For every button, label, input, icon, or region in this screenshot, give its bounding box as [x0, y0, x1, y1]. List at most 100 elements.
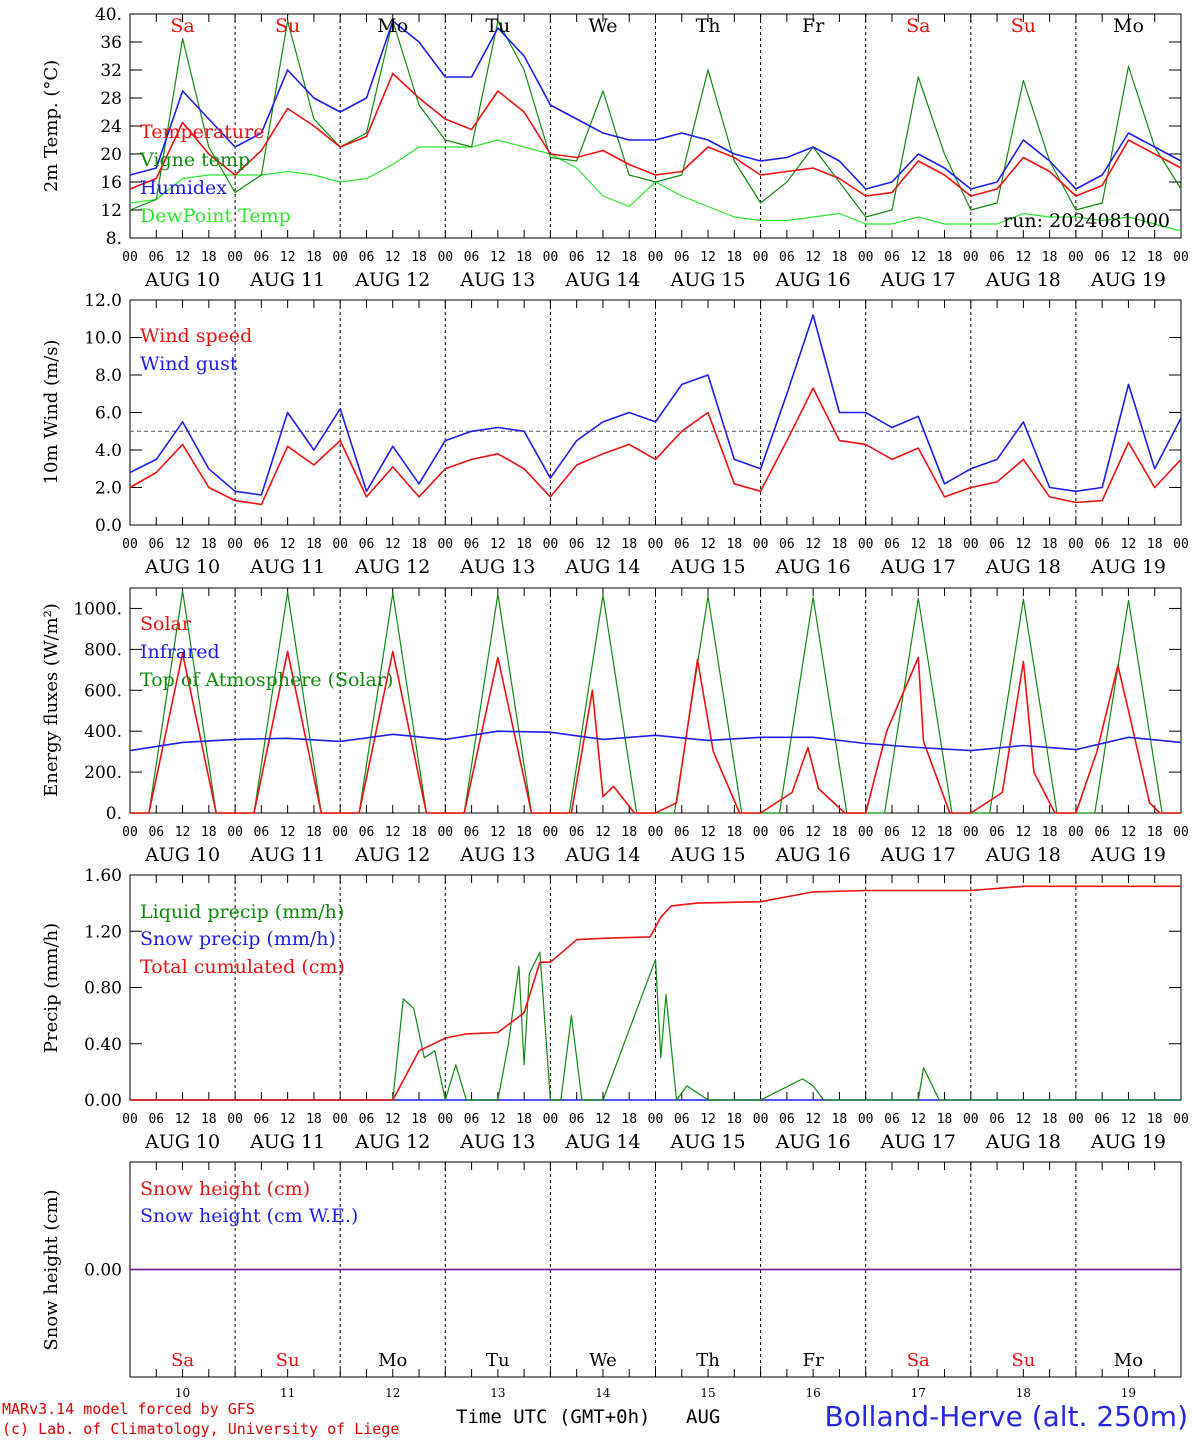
y-tick-label: 400.	[84, 722, 122, 742]
hour-tick-label: 06	[569, 250, 585, 265]
date-label: AUG 17	[880, 269, 956, 291]
date-label: AUG 12	[354, 844, 430, 866]
day-name-label: Su	[1011, 15, 1036, 37]
date-label: AUG 13	[459, 556, 535, 578]
hour-tick-label: 06	[1094, 537, 1110, 552]
hour-tick-label: 00	[963, 250, 979, 265]
hour-tick-label: 18	[1042, 825, 1058, 840]
hour-tick-label: 00	[227, 537, 243, 552]
date-label: AUG 15	[669, 1131, 745, 1153]
date-label: AUG 13	[459, 269, 535, 291]
date-label: AUG 11	[249, 844, 325, 866]
y-axis-label: Snow height (cm)	[41, 1189, 62, 1350]
hour-tick-label: 06	[1094, 250, 1110, 265]
hour-tick-label: 18	[621, 250, 637, 265]
legend-entry: Snow height (cm)	[140, 1178, 310, 1200]
hour-tick-label: 12	[385, 1112, 401, 1127]
hour-tick-label: 06	[989, 825, 1005, 840]
y-tick-label: 40.	[95, 5, 122, 25]
y-tick-label: 1000.	[73, 599, 122, 619]
day-name-label: Tu	[485, 15, 510, 37]
hour-tick-label: 18	[937, 1112, 953, 1127]
legend-entry: Wind gust	[140, 353, 238, 375]
hour-tick-label: 06	[569, 1112, 585, 1127]
hour-tick-label: 12	[1016, 537, 1032, 552]
date-label: AUG 17	[880, 844, 956, 866]
y-tick-label: 24	[100, 117, 122, 137]
date-label: AUG 11	[249, 1131, 325, 1153]
hour-tick-label: 12	[175, 250, 191, 265]
hour-tick-label: 00	[648, 250, 664, 265]
day-number-label: 10	[175, 1386, 190, 1400]
series-line-wind-gust	[129, 314, 1182, 496]
y-tick-label: 0.00	[84, 1091, 122, 1111]
hour-tick-label: 00	[227, 1112, 243, 1127]
series-line-temperature	[129, 72, 1182, 197]
hour-tick-label: 00	[963, 1112, 979, 1127]
legend-entry: Temperature	[140, 121, 264, 143]
hour-tick-label: 18	[726, 250, 742, 265]
y-tick-label: 20	[100, 145, 122, 165]
date-label: AUG 12	[354, 269, 430, 291]
hour-tick-label: 00	[858, 825, 874, 840]
date-label: AUG 10	[144, 556, 220, 578]
hour-tick-label: 18	[201, 537, 217, 552]
day-name-label: Fr	[802, 15, 825, 37]
hour-tick-label: 18	[832, 825, 848, 840]
hour-tick-label: 18	[306, 537, 322, 552]
day-number-label: 17	[911, 1386, 926, 1400]
date-label: AUG 18	[985, 269, 1061, 291]
hour-tick-label: 06	[148, 250, 164, 265]
hour-tick-label: 06	[359, 250, 375, 265]
hour-tick-label: 18	[1042, 537, 1058, 552]
hour-tick-label: 12	[1121, 537, 1137, 552]
day-name-label: We	[588, 15, 617, 37]
y-tick-label: 200.	[84, 763, 122, 783]
hour-tick-label: 06	[779, 825, 795, 840]
date-label: AUG 19	[1090, 844, 1166, 866]
date-label: AUG 10	[144, 1131, 220, 1153]
day-number-label: 19	[1121, 1386, 1136, 1400]
date-label: AUG 14	[564, 556, 640, 578]
hour-tick-label: 00	[1068, 250, 1084, 265]
hour-tick-label: 18	[516, 825, 532, 840]
y-tick-label: 0.40	[84, 1035, 122, 1055]
hour-tick-label: 00	[648, 1112, 664, 1127]
y-axis-label: 2m Temp. (°C)	[41, 60, 62, 192]
hour-tick-label: 00	[858, 250, 874, 265]
hour-tick-label: 18	[937, 825, 953, 840]
hour-tick-label: 06	[254, 1112, 270, 1127]
y-tick-label: 0.0	[95, 516, 122, 536]
legend-entry: Total cumulated (cm)	[140, 956, 345, 978]
y-tick-label: 28	[100, 89, 122, 109]
hour-tick-label: 00	[543, 1112, 559, 1127]
hour-tick-label: 12	[595, 250, 611, 265]
hour-tick-label: 00	[227, 250, 243, 265]
y-tick-label: 12.0	[84, 291, 122, 311]
hour-tick-label: 06	[779, 250, 795, 265]
date-label: AUG 13	[459, 1131, 535, 1153]
hour-tick-label: 06	[359, 825, 375, 840]
legend-entry: Solar	[140, 613, 192, 635]
day-name-label: Th	[696, 15, 721, 37]
hour-tick-label: 18	[937, 250, 953, 265]
legend-entry: Snow height (cm W.E.)	[140, 1205, 358, 1227]
hour-tick-label: 06	[674, 250, 690, 265]
hour-tick-label: 12	[910, 1112, 926, 1127]
hour-tick-label: 00	[437, 250, 453, 265]
hour-tick-label: 18	[621, 537, 637, 552]
hour-tick-label: 18	[832, 537, 848, 552]
y-axis-label: Energy fluxes (W/m²)	[41, 603, 62, 797]
hour-tick-label: 12	[805, 1112, 821, 1127]
lab-credit: (c) Lab. of Climatology, University of L…	[2, 1420, 400, 1438]
hour-tick-label: 00	[963, 825, 979, 840]
hour-tick-label: 00	[332, 537, 348, 552]
hour-tick-label: 00	[753, 537, 769, 552]
hour-tick-label: 12	[490, 825, 506, 840]
hour-tick-label: 12	[385, 537, 401, 552]
hour-tick-label: 12	[385, 825, 401, 840]
hour-tick-label: 00	[543, 537, 559, 552]
hour-tick-label: 18	[832, 250, 848, 265]
hour-tick-label: 12	[700, 250, 716, 265]
hour-tick-label: 12	[700, 537, 716, 552]
